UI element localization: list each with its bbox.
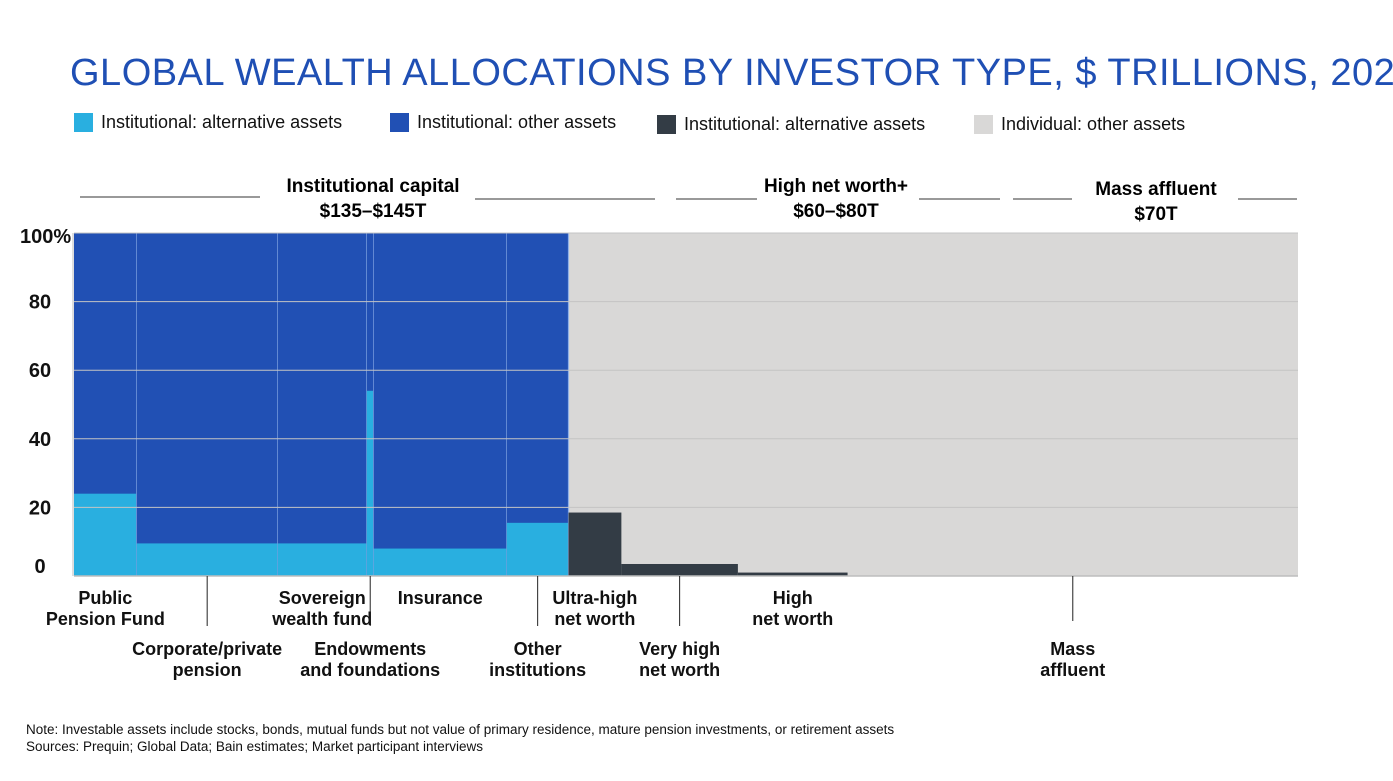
y-tick-label: 20 [29,497,51,519]
category-labels: Public Pension Fund Corporate/private pensi… [46,576,1105,680]
bar-other-segment [506,233,569,576]
individual-other-area [568,233,1298,576]
group-value: $135–$145T [320,201,427,222]
legend-item-individual-other: Individual: other assets [974,114,1185,135]
category-label: Public Pension Fund [46,588,165,629]
legend-item-institutional-alternative: Institutional: alternative assets [74,112,342,133]
category-label: Insurance [398,588,483,608]
bar-alternative-segment [136,543,278,576]
y-tick-label: 80 [29,292,51,314]
bar-other-segment [136,233,278,576]
bar-other-segment [277,233,367,576]
legend-swatch [74,113,93,132]
y-tick-label: 40 [29,429,51,451]
sources: Sources: Prequin; Global Data; Bain esti… [26,739,483,754]
y-axis: 0 20 40 60 80 100% [20,226,71,578]
category-label-line: Pension Fund [46,609,165,629]
category-label: Sovereign wealth fund [271,588,372,629]
category-label-line: wealth fund [271,609,372,629]
category-label: Very high net worth [639,639,720,680]
category-label-line: pension [173,660,242,680]
bar-alternative-segment [506,522,569,576]
category-label-line: Other [514,639,562,659]
category-label-line: affluent [1040,660,1105,680]
bar-other-segment [373,233,507,576]
bar-alternative-segment [277,543,367,576]
legend-swatch [974,115,993,134]
category-label: Other institutions [489,639,586,680]
y-tick-label: 0 [34,556,45,578]
bar-alternative-segment [366,390,374,576]
y-tick-label: 60 [29,360,51,382]
category-label: Endowments and foundations [300,639,440,680]
category-label-line: Sovereign [279,588,366,608]
legend-swatch [390,113,409,132]
category-label: Corporate/private pension [132,639,282,680]
legend: Institutional: alternative assets Instit… [74,112,1393,140]
legend-swatch [657,115,676,134]
legend-label: Institutional: other assets [417,112,617,132]
footnote: Note: Investable assets include stocks, … [26,722,895,737]
group-headers: Institutional capital $135–$145T High ne… [80,176,1297,225]
gridlines-layer [72,232,1298,577]
category-label-line: Mass [1050,639,1095,659]
category-label-line: net worth [752,609,833,629]
group-name: High net worth+ [764,176,908,197]
chart-title: GLOBAL WEALTH ALLOCATIONS BY INVESTOR TY… [70,52,1393,94]
category-label-line: High [773,588,813,608]
category-label-line: and foundations [300,660,440,680]
category-label-line: Very high [639,639,720,659]
group-value: $70T [1134,204,1178,225]
bars-layer [74,233,1298,576]
y-tick-label: 100% [20,226,71,248]
category-label-line: net worth [554,609,635,629]
legend-label: Institutional: alternative assets [101,112,343,132]
category-label-line: Endowments [314,639,426,659]
category-label: Ultra-high net worth [552,588,637,629]
bar-individual-alternative [568,512,622,576]
category-label-line: Ultra-high [552,588,637,608]
category-label: High net worth [752,588,833,629]
bar-individual-alternative [737,572,848,576]
category-label: Mass affluent [1040,639,1105,680]
bar-individual-alternative [621,563,738,576]
category-label-line: net worth [639,660,720,680]
category-label-line: Public [78,588,132,608]
legend-label: Individual: other assets [1001,114,1186,134]
category-label-line: institutions [489,660,586,680]
group-name: Institutional capital [286,176,459,197]
legend-label: Institutional: alternative assets [684,114,926,134]
legend-item-institutional-other: Institutional: other assets [390,112,616,133]
bar-alternative-segment [373,548,507,576]
group-value: $60–$80T [793,201,879,222]
legend-item-individual-alternative: Institutional: alternative assets [657,114,925,135]
category-label-line: Corporate/private [132,639,282,659]
category-label-line: Insurance [398,588,483,608]
bar-alternative-segment [74,493,137,576]
group-name: Mass affluent [1095,179,1217,200]
